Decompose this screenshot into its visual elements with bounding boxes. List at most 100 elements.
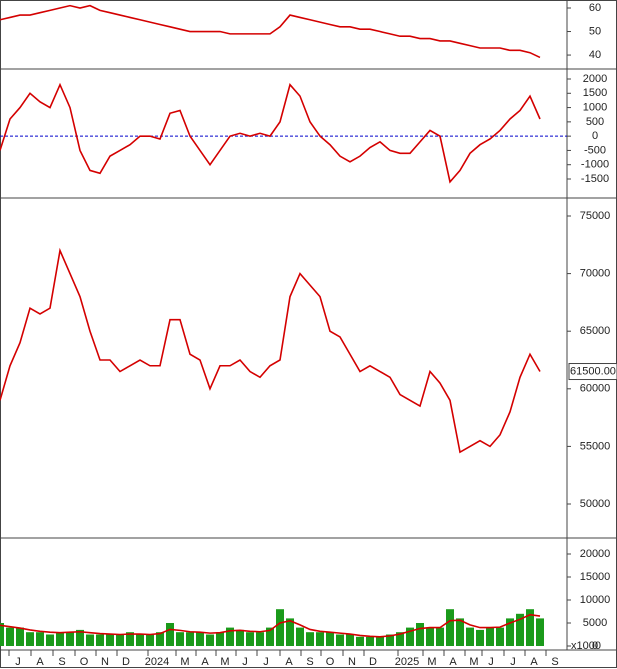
x-tick-label: A — [36, 656, 44, 668]
volume-bar — [166, 622, 174, 646]
y-tick-label: 0 — [592, 130, 598, 142]
volume-bar — [496, 627, 504, 646]
y-tick-label: 60 — [589, 2, 601, 14]
volume-bar — [396, 632, 404, 646]
y-tick-label: 1500 — [583, 87, 607, 99]
y-tick-label: 65000 — [580, 325, 611, 337]
y-tick-label: 0 — [592, 640, 598, 652]
volume-bar — [346, 634, 354, 646]
x-tick-label: S — [551, 656, 558, 668]
unit-label: x1000 — [571, 640, 601, 652]
y-tick-label: 1000 — [583, 101, 607, 113]
volume-bar — [386, 634, 394, 646]
x-tick-label: S — [58, 656, 65, 668]
volume-bar — [116, 634, 124, 646]
volume-bar — [156, 632, 164, 646]
series-line — [0, 82, 541, 184]
volume-bar — [466, 627, 474, 646]
x-tick-label: S — [306, 656, 313, 668]
volume-bar — [446, 609, 454, 646]
x-tick-label: A — [285, 656, 293, 668]
volume-bar — [306, 632, 314, 646]
volume-bar — [286, 618, 294, 646]
last-price-box — [568, 363, 617, 381]
y-tick-label: -1000 — [581, 159, 609, 171]
volume-bar — [316, 632, 324, 646]
volume-bar — [246, 632, 254, 646]
x-tick-label: N — [101, 656, 109, 668]
x-tick-label: A — [201, 656, 209, 668]
volume-bar — [236, 629, 244, 646]
y-tick-label: 20000 — [580, 548, 611, 560]
volume-bar — [416, 622, 424, 646]
volume-bar — [426, 627, 434, 646]
y-tick-label: -500 — [584, 144, 606, 156]
volume-bar — [46, 634, 54, 646]
volume-bar — [96, 634, 104, 646]
x-tick-label: A — [449, 656, 457, 668]
volume-bar — [106, 634, 114, 646]
y-tick-label: 55000 — [580, 440, 611, 452]
x-tick-label: 2024 — [145, 656, 169, 668]
volume-bar — [406, 627, 414, 646]
volume-bar — [486, 627, 494, 646]
volume-bar — [216, 632, 224, 646]
volume-bar — [516, 613, 524, 646]
x-tick-label: J — [15, 656, 21, 668]
volume-bar — [266, 627, 274, 646]
volume-bar — [16, 627, 24, 646]
volume-bar — [6, 627, 14, 646]
y-tick-label: -1500 — [581, 173, 609, 185]
x-tick-label: J — [510, 656, 516, 668]
volume-bar — [356, 636, 364, 646]
volume-bar — [456, 618, 464, 646]
volume-bar — [56, 632, 64, 646]
volume-bar — [526, 609, 534, 646]
x-tick-label: J — [488, 656, 494, 668]
y-tick-label: 50 — [589, 25, 601, 37]
volume-bar — [86, 634, 94, 646]
volume-bar — [376, 636, 384, 646]
volume-bar — [366, 636, 374, 646]
x-tick-label: J — [242, 656, 248, 668]
x-tick-label: 2025 — [395, 656, 419, 668]
x-tick-label: M — [180, 656, 189, 668]
volume-bar — [436, 627, 444, 646]
volume-bar — [26, 632, 34, 646]
y-tick-label: 500 — [586, 116, 604, 128]
y-tick-label: 10000 — [580, 594, 611, 606]
volume-bar — [336, 634, 344, 646]
y-tick-label: 15000 — [580, 571, 611, 583]
volume-bar — [146, 634, 154, 646]
volume-bar — [76, 629, 84, 646]
volume-bar — [226, 627, 234, 646]
volume-bar — [36, 632, 44, 646]
last-price-label: 61500.00 — [570, 365, 616, 377]
x-tick-label: D — [122, 656, 130, 668]
volume-bar — [196, 632, 204, 646]
volume-bar — [326, 632, 334, 646]
volume-bar — [506, 618, 514, 646]
y-tick-label: 5000 — [583, 617, 607, 629]
y-tick-label: 2000 — [583, 73, 607, 85]
volume-bar — [136, 634, 144, 646]
y-tick-label: 75000 — [580, 210, 611, 222]
x-tick-label: A — [530, 656, 538, 668]
volume-bar — [186, 632, 194, 646]
volume-bar — [176, 632, 184, 646]
volume-bar — [296, 627, 304, 646]
x-tick-label: M — [427, 656, 436, 668]
x-tick-label: M — [469, 656, 478, 668]
y-tick-label: 70000 — [580, 268, 611, 280]
volume-bar — [276, 609, 284, 646]
x-tick-label: N — [348, 656, 356, 668]
x-tick-label: O — [80, 656, 89, 668]
volume-bar — [0, 622, 4, 646]
x-tick-label: D — [369, 656, 377, 668]
volume-bar — [476, 629, 484, 646]
volume-bar — [536, 618, 544, 646]
series-line — [0, 4, 541, 59]
series-line — [0, 613, 541, 638]
